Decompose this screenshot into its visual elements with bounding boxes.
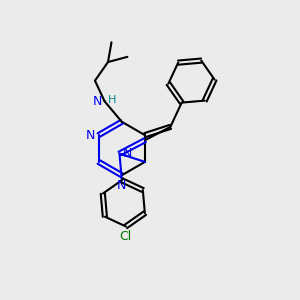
Text: H: H — [107, 95, 116, 105]
Text: N: N — [117, 179, 127, 192]
Text: N: N — [86, 129, 95, 142]
Text: N: N — [93, 95, 102, 108]
Text: N: N — [123, 147, 132, 160]
Text: Cl: Cl — [120, 230, 132, 243]
